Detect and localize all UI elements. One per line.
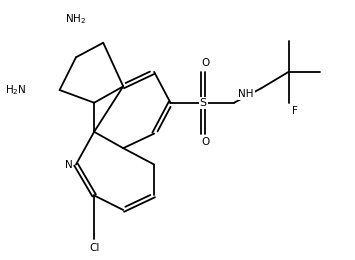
Text: Cl: Cl [89, 243, 99, 254]
Text: NH$_2$: NH$_2$ [65, 12, 87, 27]
Text: NH: NH [239, 89, 254, 99]
Text: F: F [292, 106, 298, 116]
Text: O: O [201, 137, 209, 147]
Text: O: O [201, 58, 209, 68]
Text: N: N [65, 160, 72, 170]
Text: H$_2$N: H$_2$N [5, 83, 27, 97]
Text: S: S [200, 98, 207, 108]
